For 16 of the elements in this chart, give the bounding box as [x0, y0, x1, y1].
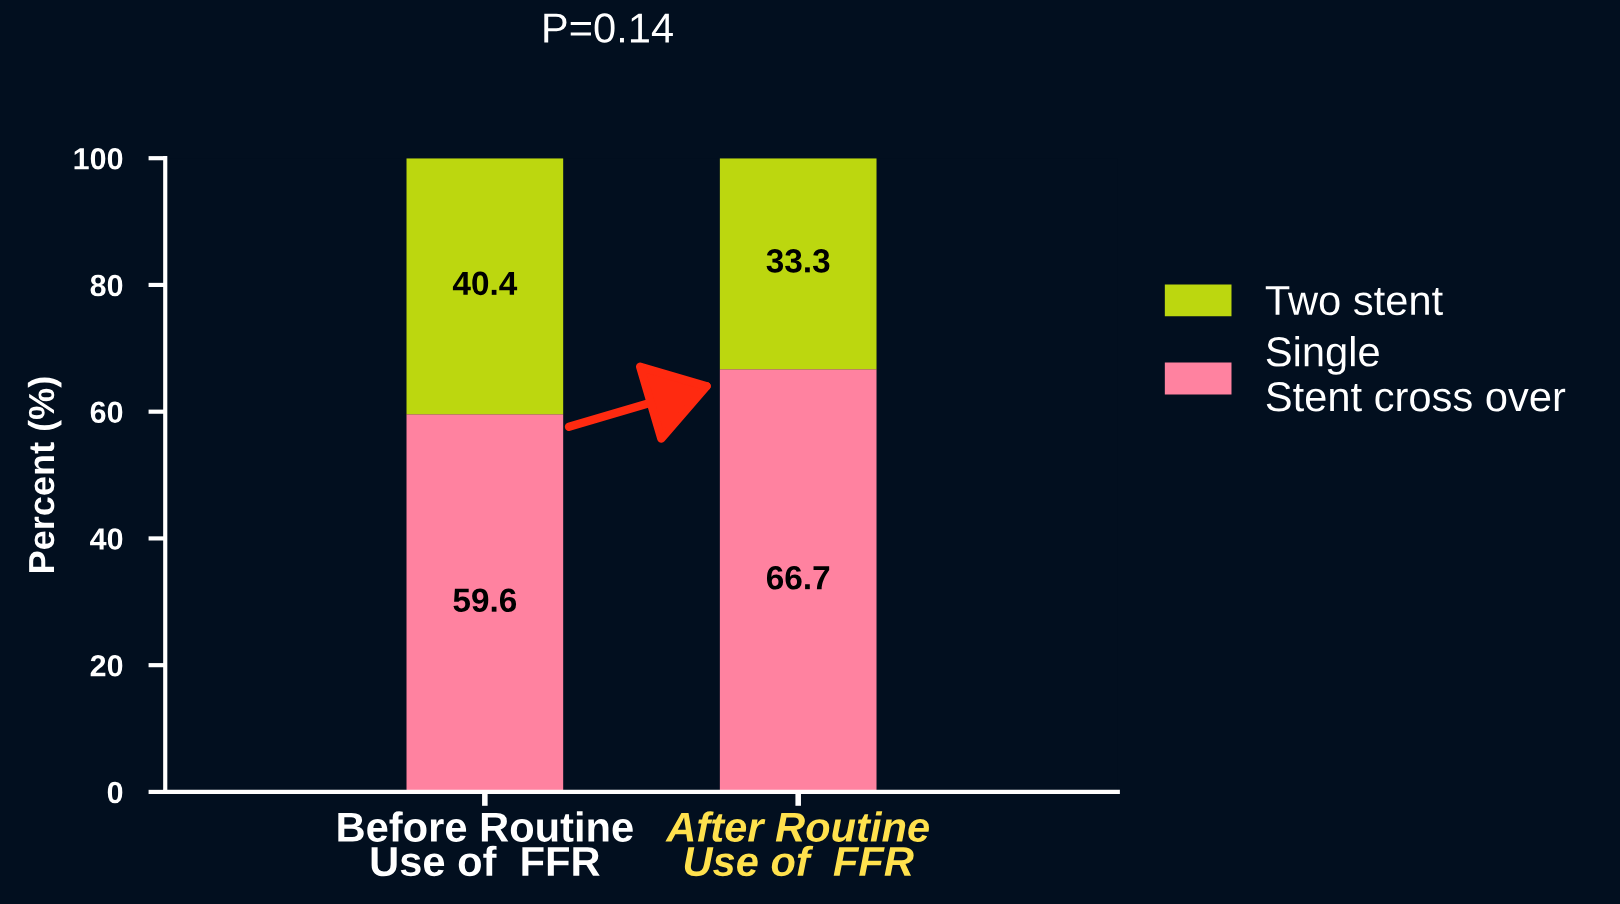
data-label: 59.6 [453, 588, 517, 613]
y-tick-label: 40 [90, 528, 123, 550]
y-tick-label: 80 [90, 274, 123, 297]
legend-label: Two stent [1265, 286, 1443, 316]
y-tick-label: 60 [90, 401, 123, 424]
data-label: 66.7 [766, 565, 830, 590]
chart-title: P=0.14 [544, 13, 673, 43]
data-label: 40.4 [452, 271, 518, 296]
x-tick-label: Before Routine Use of FFR [338, 811, 633, 877]
y-tick-label: 20 [90, 654, 123, 677]
y-axis-title: Percent (%) [27, 377, 62, 572]
legend-label: Single Stent cross over [1266, 335, 1566, 412]
data-label: 33.3 [766, 249, 830, 273]
x-tick-label: After Routine Use of FFR [665, 811, 929, 877]
y-tick-label: 100 [74, 147, 123, 170]
y-tick-label: 0 [107, 781, 123, 804]
